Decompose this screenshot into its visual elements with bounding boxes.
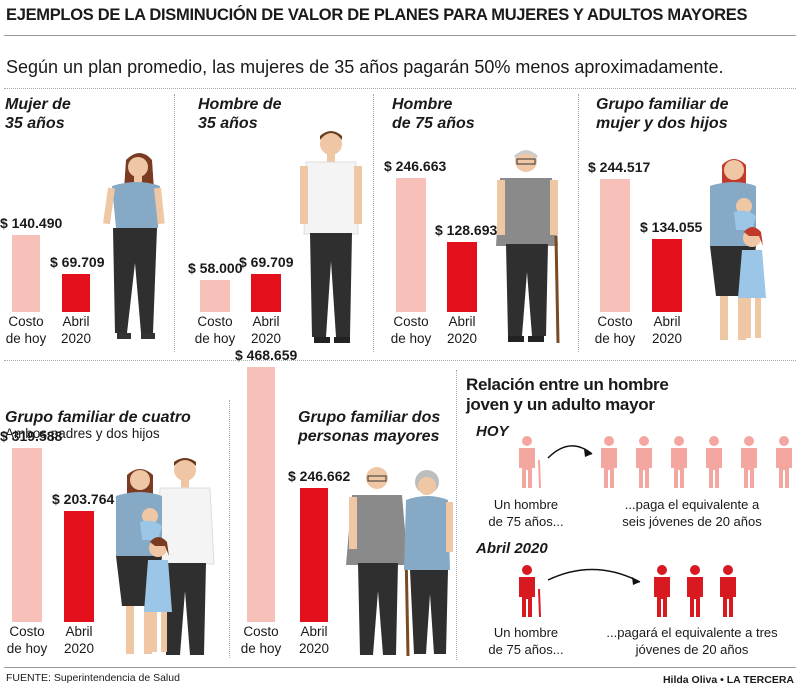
bar-value-label: $ 246.662 [288,468,351,484]
bar-value-label: $ 58.000 [188,260,243,276]
elderly-person-icon [519,565,541,618]
bar-costo-hoy [396,178,426,312]
arrow-head-icon [632,577,640,585]
young-person-icon [776,436,792,488]
panel-title-familia-mujer-hijos: Grupo familiar de mujer y dos hijos [596,96,729,132]
bar-value-label: $ 69.709 [239,254,294,270]
arrow-icon [547,568,641,583]
relation-hoy-label: HOY [476,423,509,440]
elderly-man-icon [496,150,560,344]
panel-title-hombre-35: Hombre de 35 años [198,96,282,132]
bar-abril-2020 [652,239,682,312]
arrow-head-icon [584,449,592,457]
panel-title-mujer-35: Mujer de 35 años [5,96,71,132]
bar-category-label: Costo de hoy [194,314,236,346]
panel-title-adultos-mayores: Grupo familiar dos personas mayores [298,409,441,445]
bar-value-label: $ 128.693 [435,222,498,238]
young-person-icon [654,565,670,617]
bar-abril-2020 [300,488,328,622]
bar-costo-hoy [600,179,630,312]
relation-abril-left-text: Un hombre de 75 años... [488,625,564,657]
arrow-icon [547,445,593,459]
bar-value-label: $ 69.709 [50,254,105,270]
bar-category-label: Abril 2020 [63,624,95,656]
family-four-icon [116,458,215,655]
bar-abril-2020 [62,274,90,312]
bar-category-label: Costo de hoy [594,314,636,346]
young-person-icon [720,565,736,617]
relation-abril-label: Abril 2020 [476,540,548,557]
bar-category-label: Abril 2020 [446,314,478,346]
bar-abril-2020 [447,242,477,312]
mother-children-icon [710,159,766,340]
bar-category-label: Abril 2020 [250,314,282,346]
panel-separator [174,94,175,352]
panel-subtitle-familia-cuatro: Ambos padres y dos hijos [5,426,160,441]
relation-title: Relación entre un hombre joven y un adul… [466,375,669,414]
elderly-person-icon [519,436,541,489]
young-person-icon [636,436,652,488]
woman-icon [103,153,165,339]
bar-category-label: Costo de hoy [240,624,282,656]
row-divider [4,360,796,361]
bar-costo-hoy [12,448,42,622]
bar-value-label: $ 244.517 [588,159,651,175]
bar-value-label: $ 468.659 [235,347,298,363]
title-divider [4,35,796,36]
bar-category-label: Costo de hoy [6,624,48,656]
panel-separator [578,94,579,352]
credit: Hilda Oliva • LA TERCERA [662,674,794,686]
bar-abril-2020 [64,511,94,622]
page-title: EJEMPLOS DE LA DISMINUCIÓN DE VALOR DE P… [6,6,748,24]
elderly-couple-icon [346,467,453,657]
panel-title-familia-cuatro: Grupo familiar de cuatro [5,409,191,426]
young-person-icon [687,565,703,617]
bar-category-label: Costo de hoy [5,314,47,346]
panel-separator [373,94,374,352]
bar-value-label: $ 134.055 [640,219,703,235]
subtitle-divider [4,88,796,89]
relation-hoy-right-text: ...paga el equivalente a seis jóvenes de… [622,497,762,529]
young-person-icon [671,436,687,488]
bar-value-label: $ 140.490 [0,215,63,231]
bar-category-label: Abril 2020 [60,314,92,346]
panel-separator [456,370,457,660]
bar-value-label: $ 319.588 [0,428,63,444]
footer-divider [4,667,796,668]
panel-separator [229,400,230,658]
young-person-icon [741,436,757,488]
bar-category-label: Costo de hoy [390,314,432,346]
bar-costo-hoy [247,367,275,622]
bar-value-label: $ 246.663 [384,158,447,174]
panel-title-hombre-75: Hombre de 75 años [392,96,475,132]
bar-category-label: Abril 2020 [298,624,330,656]
relation-abril-right-text: ...pagará el equivalente a tres jóvenes … [606,625,778,657]
young-person-icon [601,436,617,488]
young-person-icon [706,436,722,488]
bar-costo-hoy [12,235,40,312]
bar-value-label: $ 203.764 [52,491,115,507]
bar-costo-hoy [200,280,230,312]
source-note: FUENTE: Superintendencia de Salud [6,672,180,684]
relation-hoy-left-text: Un hombre de 75 años... [488,497,564,529]
bar-abril-2020 [251,274,281,312]
page-subtitle: Según un plan promedio, las mujeres de 3… [6,57,724,77]
man-icon [300,131,362,343]
bar-category-label: Abril 2020 [651,314,683,346]
